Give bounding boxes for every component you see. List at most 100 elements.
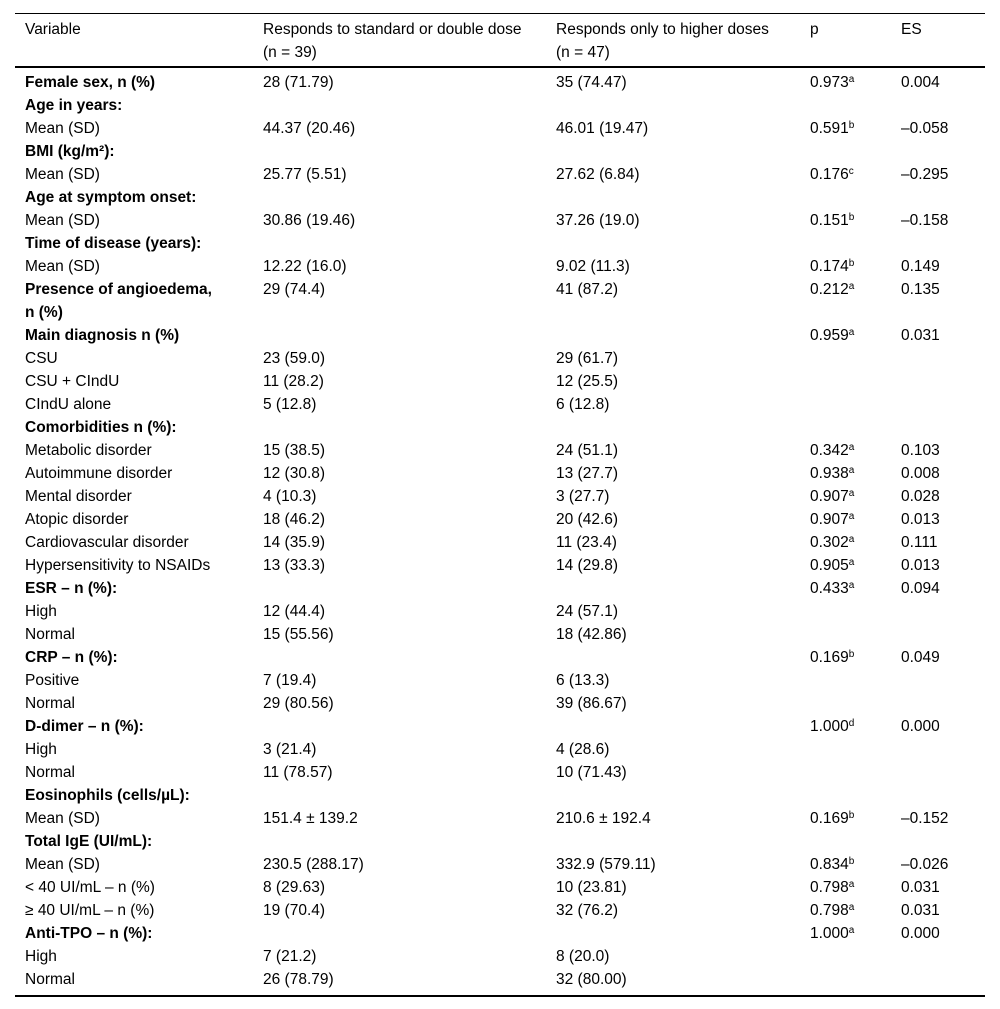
row-label: High xyxy=(25,948,57,965)
p-superscript: a xyxy=(848,488,855,499)
p-value: 0.591 xyxy=(810,120,849,137)
cell-p-value xyxy=(810,692,901,715)
row-label: Total IgE (UI/mL): xyxy=(25,833,153,850)
cell-es-value: 0.000 xyxy=(901,925,940,942)
row-label: Anti-TPO – n (%): xyxy=(25,925,153,942)
table-row: ESR – n (%): 0.433a 0.094 xyxy=(15,577,985,600)
cell-group1: 5 (12.8) xyxy=(263,396,317,413)
table-row: Mean (SD) 44.37 (20.46) 46.01 (19.47) 0.… xyxy=(15,117,985,140)
cell-group1 xyxy=(263,922,556,945)
row-label: D-dimer – n (%): xyxy=(25,718,144,735)
p-value: 0.342 xyxy=(810,442,849,459)
cell-group2: 20 (42.6) xyxy=(556,511,619,528)
cell-es-value: 0.149 xyxy=(901,258,940,275)
cell-group2 xyxy=(556,577,810,600)
comparison-table: Variable Responds to standard or double … xyxy=(15,13,985,997)
cell-es-value xyxy=(901,94,985,117)
row-label: Atopic disorder xyxy=(25,511,129,528)
table-row: Main diagnosis n (%) 0.959a 0.031 xyxy=(15,324,985,347)
p-superscript: b xyxy=(848,212,855,223)
cell-group2 xyxy=(556,922,810,945)
row-label: CIndU alone xyxy=(25,396,112,413)
col-header-sub xyxy=(25,41,263,64)
col-header-group1: Responds to standard or double dose (n =… xyxy=(263,13,556,68)
cell-es-value xyxy=(901,347,985,370)
table-body: Female sex, n (%) 28 (71.79) 35 (74.47) … xyxy=(15,67,985,997)
cell-group2: 10 (23.81) xyxy=(556,879,627,896)
p-superscript: a xyxy=(848,281,855,292)
row-label: Eosinophils (cells/µL): xyxy=(25,787,190,804)
cell-group1 xyxy=(263,324,556,347)
table-row: Cardiovascular disorder 14 (35.9) 11 (23… xyxy=(15,531,985,554)
cell-es-value xyxy=(901,830,985,853)
col-header-variable: Variable xyxy=(15,13,263,68)
p-superscript: d xyxy=(848,718,855,729)
cell-p-value xyxy=(810,370,901,393)
table-row: Metabolic disorder 15 (38.5) 24 (51.1) 0… xyxy=(15,439,985,462)
cell-es-value: 0.094 xyxy=(901,580,940,597)
p-value: 0.798 xyxy=(810,879,849,896)
row-label: < 40 UI/mL – n (%) xyxy=(25,879,155,896)
cell-es-value xyxy=(901,692,985,715)
cell-group1: 15 (38.5) xyxy=(263,442,326,459)
cell-p-value: 0.433a xyxy=(810,577,901,600)
cell-p-value xyxy=(810,830,901,853)
cell-es-value: 0.008 xyxy=(901,465,940,482)
table-row: Autoimmune disorder 12 (30.8) 13 (27.7) … xyxy=(15,462,985,485)
cell-group2 xyxy=(556,646,810,669)
table-row: High 12 (44.4) 24 (57.1) xyxy=(15,600,985,623)
cell-p-value: 0.907a xyxy=(810,485,901,508)
table-row: Mean (SD) 30.86 (19.46) 37.26 (19.0) 0.1… xyxy=(15,209,985,232)
cell-p-value: 0.591b xyxy=(810,117,901,140)
row-label: Mean (SD) xyxy=(25,120,100,137)
table-row: Mean (SD) 12.22 (16.0) 9.02 (11.3) 0.174… xyxy=(15,255,985,278)
p-superscript: a xyxy=(848,557,855,568)
p-value: 0.169 xyxy=(810,810,849,827)
table-row: Normal 11 (78.57) 10 (71.43) xyxy=(15,761,985,784)
table-row: CIndU alone 5 (12.8) 6 (12.8) xyxy=(15,393,985,416)
table-row: Hypersensitivity to NSAIDs 13 (33.3) 14 … xyxy=(15,554,985,577)
cell-es-value xyxy=(901,623,985,646)
col-header-label: ES xyxy=(901,21,922,38)
p-value: 0.174 xyxy=(810,258,849,275)
cell-group2: 9.02 (11.3) xyxy=(556,258,630,275)
cell-group2 xyxy=(556,830,810,853)
table-row: < 40 UI/mL – n (%) 8 (29.63) 10 (23.81) … xyxy=(15,876,985,899)
cell-p-value: 1.000d xyxy=(810,715,901,738)
cell-p-value xyxy=(810,968,901,997)
cell-group1: 28 (71.79) xyxy=(263,74,334,91)
cell-group2: 4 (28.6) xyxy=(556,741,610,758)
cell-group1: 3 (21.4) xyxy=(263,741,317,758)
cell-p-value: 0.176c xyxy=(810,163,901,186)
cell-group1: 11 (78.57) xyxy=(263,764,333,781)
cell-p-value xyxy=(810,669,901,692)
cell-group2 xyxy=(556,416,810,439)
p-value: 0.302 xyxy=(810,534,849,551)
row-label: Autoimmune disorder xyxy=(25,465,173,482)
row-label: Main diagnosis n (%) xyxy=(25,327,180,344)
cell-group2: 41 (87.2) xyxy=(556,281,619,298)
row-label: ≥ 40 UI/mL – n (%) xyxy=(25,902,155,919)
cell-group2 xyxy=(556,715,810,738)
cell-p-value: 0.174b xyxy=(810,255,901,278)
p-superscript: a xyxy=(848,327,855,338)
cell-group2 xyxy=(556,186,810,209)
cell-p-value: 0.151b xyxy=(810,209,901,232)
col-header-label: Variable xyxy=(25,21,81,38)
cell-p-value: 0.212a xyxy=(810,278,901,324)
table-row: Presence of angioedema, n (%) 29 (74.4) … xyxy=(15,278,985,324)
row-label: BMI (kg/m²): xyxy=(25,143,115,160)
table-row: Time of disease (years): xyxy=(15,232,985,255)
cell-group2: 39 (86.67) xyxy=(556,695,627,712)
p-superscript: b xyxy=(848,258,855,269)
cell-group1: 14 (35.9) xyxy=(263,534,326,551)
cell-group2: 11 (23.4) xyxy=(556,534,617,551)
table-row: Atopic disorder 18 (46.2) 20 (42.6) 0.90… xyxy=(15,508,985,531)
cell-es-value: –0.158 xyxy=(901,212,949,229)
cell-group2: 46.01 (19.47) xyxy=(556,120,649,137)
row-label: Comorbidities n (%): xyxy=(25,419,177,436)
cell-group2: 32 (76.2) xyxy=(556,902,619,919)
row-label: Mental disorder xyxy=(25,488,132,505)
p-value: 1.000 xyxy=(810,925,849,942)
cell-group1: 18 (46.2) xyxy=(263,511,326,528)
